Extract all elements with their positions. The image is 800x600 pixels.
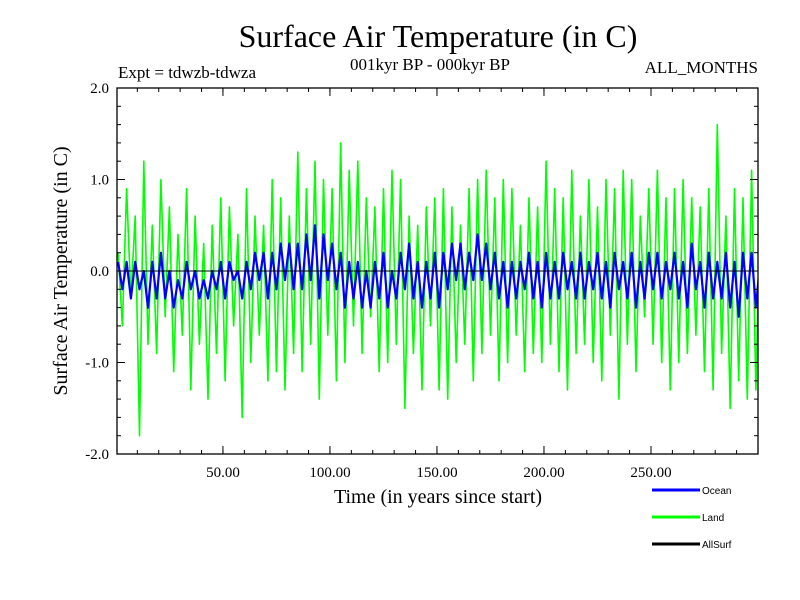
x-tick-label: 200.00 bbox=[523, 465, 564, 481]
y-axis-label: Surface Air Temperature (in C) bbox=[50, 146, 72, 395]
x-tick-label: 250.00 bbox=[630, 465, 671, 481]
series-line-ocean bbox=[117, 224, 758, 318]
chart-subtitle: 001kyr BP - 000kyr BP bbox=[350, 55, 510, 74]
y-tick-label: 2.0 bbox=[90, 81, 109, 97]
y-tick-label: -1.0 bbox=[85, 356, 109, 372]
y-tick-label: -2.0 bbox=[85, 447, 109, 463]
legend-label-land: Land bbox=[702, 513, 724, 524]
y-tick-label: 1.0 bbox=[90, 173, 109, 189]
experiment-label: Expt = tdwzb-tdwza bbox=[118, 63, 256, 82]
legend: Ocean Land AllSurf bbox=[652, 486, 732, 551]
series-layer bbox=[117, 123, 758, 437]
legend-label-allsurf: AllSurf bbox=[702, 540, 732, 551]
x-tick-label: 150.00 bbox=[416, 465, 457, 481]
x-tick-label: 100.00 bbox=[309, 465, 350, 481]
legend-label-ocean: Ocean bbox=[702, 486, 731, 497]
chart-title: Surface Air Temperature (in C) bbox=[239, 18, 638, 54]
x-tick-label: 50.00 bbox=[206, 465, 240, 481]
axes-layer: -2.0 -1.0 0.0 1.0 2.0 50.00 100.00 150.00 200.00… bbox=[85, 81, 758, 481]
months-label: ALL_MONTHS bbox=[645, 58, 758, 77]
x-axis-label: Time (in years since start) bbox=[334, 486, 542, 508]
y-tick-label: 0.0 bbox=[90, 264, 109, 280]
